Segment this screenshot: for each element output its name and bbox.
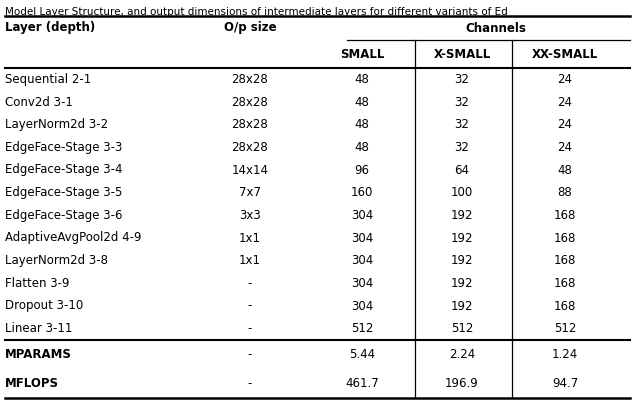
Text: 168: 168 (554, 254, 576, 267)
Text: XX-SMALL: XX-SMALL (532, 48, 598, 61)
Text: 1x1: 1x1 (239, 254, 261, 267)
Text: 196.9: 196.9 (445, 377, 479, 390)
Text: 24: 24 (557, 118, 573, 131)
Text: 64: 64 (454, 164, 470, 177)
Text: Sequential 2-1: Sequential 2-1 (5, 73, 92, 86)
Text: 1x1: 1x1 (239, 231, 261, 244)
Text: -: - (248, 377, 252, 390)
Text: 192: 192 (451, 231, 473, 244)
Text: MFLOPS: MFLOPS (5, 377, 59, 390)
Text: EdgeFace-Stage 3-5: EdgeFace-Stage 3-5 (5, 186, 122, 199)
Text: 24: 24 (557, 95, 573, 109)
Text: 2.24: 2.24 (449, 348, 475, 361)
Text: 96: 96 (355, 164, 369, 177)
Text: 304: 304 (351, 277, 373, 290)
Text: 168: 168 (554, 299, 576, 313)
Text: EdgeFace-Stage 3-3: EdgeFace-Stage 3-3 (5, 141, 122, 154)
Text: 192: 192 (451, 209, 473, 222)
Text: SMALL: SMALL (340, 48, 384, 61)
Text: 7x7: 7x7 (239, 186, 261, 199)
Text: Model Layer Structure, and output dimensions of intermediate layers for differen: Model Layer Structure, and output dimens… (5, 7, 508, 17)
Text: Conv2d 3-1: Conv2d 3-1 (5, 95, 73, 109)
Text: 24: 24 (557, 73, 573, 86)
Text: -: - (248, 348, 252, 361)
Text: 32: 32 (454, 118, 469, 131)
Text: 192: 192 (451, 254, 473, 267)
Text: 24: 24 (557, 141, 573, 154)
Text: 100: 100 (451, 186, 473, 199)
Text: LayerNorm2d 3-8: LayerNorm2d 3-8 (5, 254, 108, 267)
Text: 304: 304 (351, 231, 373, 244)
Text: 28x28: 28x28 (232, 141, 268, 154)
Text: 3x3: 3x3 (239, 209, 261, 222)
Text: 48: 48 (355, 141, 369, 154)
Text: 512: 512 (554, 322, 576, 335)
Text: 48: 48 (355, 118, 369, 131)
Text: LayerNorm2d 3-2: LayerNorm2d 3-2 (5, 118, 108, 131)
Text: -: - (248, 322, 252, 335)
Text: Linear 3-11: Linear 3-11 (5, 322, 72, 335)
Text: 14x14: 14x14 (232, 164, 269, 177)
Text: -: - (248, 299, 252, 313)
Text: 1.24: 1.24 (552, 348, 578, 361)
Text: X-SMALL: X-SMALL (433, 48, 491, 61)
Text: 168: 168 (554, 277, 576, 290)
Text: EdgeFace-Stage 3-6: EdgeFace-Stage 3-6 (5, 209, 122, 222)
Text: 304: 304 (351, 299, 373, 313)
Text: 32: 32 (454, 73, 469, 86)
Text: EdgeFace-Stage 3-4: EdgeFace-Stage 3-4 (5, 164, 122, 177)
Text: 88: 88 (557, 186, 572, 199)
Text: 48: 48 (557, 164, 572, 177)
Text: 28x28: 28x28 (232, 73, 268, 86)
Text: 28x28: 28x28 (232, 95, 268, 109)
Text: AdaptiveAvgPool2d 4-9: AdaptiveAvgPool2d 4-9 (5, 231, 141, 244)
Text: 192: 192 (451, 299, 473, 313)
Text: Layer (depth): Layer (depth) (5, 21, 95, 34)
Text: 192: 192 (451, 277, 473, 290)
Text: 512: 512 (351, 322, 373, 335)
Text: Flatten 3-9: Flatten 3-9 (5, 277, 70, 290)
Text: Channels: Channels (465, 21, 527, 34)
Text: 160: 160 (351, 186, 373, 199)
Text: 304: 304 (351, 254, 373, 267)
Text: 32: 32 (454, 141, 469, 154)
Text: 168: 168 (554, 231, 576, 244)
Text: 304: 304 (351, 209, 373, 222)
Text: O/p size: O/p size (224, 21, 276, 34)
Text: MPARAMS: MPARAMS (5, 348, 72, 361)
Text: -: - (248, 277, 252, 290)
Text: 48: 48 (355, 73, 369, 86)
Text: 461.7: 461.7 (345, 377, 379, 390)
Text: 94.7: 94.7 (552, 377, 578, 390)
Text: 32: 32 (454, 95, 469, 109)
Text: 28x28: 28x28 (232, 118, 268, 131)
Text: 168: 168 (554, 209, 576, 222)
Text: 48: 48 (355, 95, 369, 109)
Text: Dropout 3-10: Dropout 3-10 (5, 299, 83, 313)
Text: 5.44: 5.44 (349, 348, 375, 361)
Text: 512: 512 (451, 322, 473, 335)
